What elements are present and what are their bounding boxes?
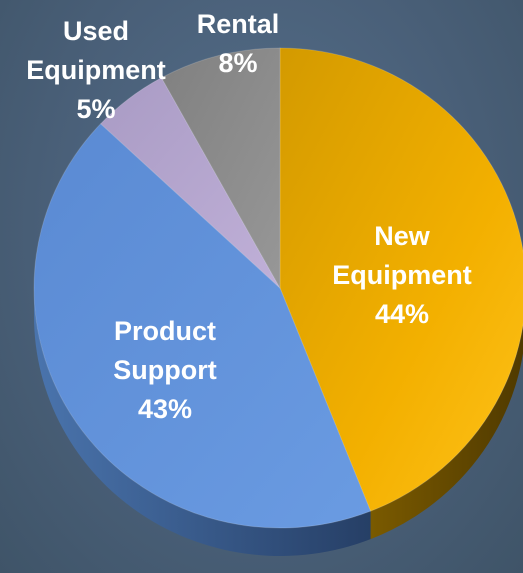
pie-side-product-support xyxy=(34,288,371,556)
slice-label-line: Product xyxy=(114,316,216,346)
slice-label-line: New xyxy=(374,221,431,251)
slice-label-line: 43% xyxy=(138,394,192,424)
pie-sides xyxy=(34,288,523,556)
pie-slice-product-support xyxy=(33,123,372,529)
slice-label-line: Used xyxy=(63,16,129,46)
pie-labels: New Equipment 44% Product Support 43% Used Equi… xyxy=(26,9,472,424)
slice-label-line: Equipment xyxy=(26,55,166,85)
slice-label-line: Equipment xyxy=(332,260,472,290)
slice-label-product-support: Product Support 43% xyxy=(113,316,216,424)
slice-label-line: Support xyxy=(113,355,216,385)
pie-side-new-equipment xyxy=(370,325,523,540)
slice-label-line: 5% xyxy=(76,94,115,124)
pie-slice-used-equipment xyxy=(99,77,281,289)
slice-label-line: 44% xyxy=(375,299,429,329)
slice-label-line: Rental xyxy=(197,9,280,39)
pie-slice-rental xyxy=(160,47,281,290)
slice-label-rental: Rental 8% xyxy=(197,9,280,78)
slice-label-line: 8% xyxy=(218,48,257,78)
pie-slices xyxy=(33,47,523,529)
pie-slice-new-equipment xyxy=(279,47,523,512)
slice-label-used-equipment: Used Equipment 5% xyxy=(26,16,166,124)
slice-label-new-equipment: New Equipment 44% xyxy=(332,221,472,329)
